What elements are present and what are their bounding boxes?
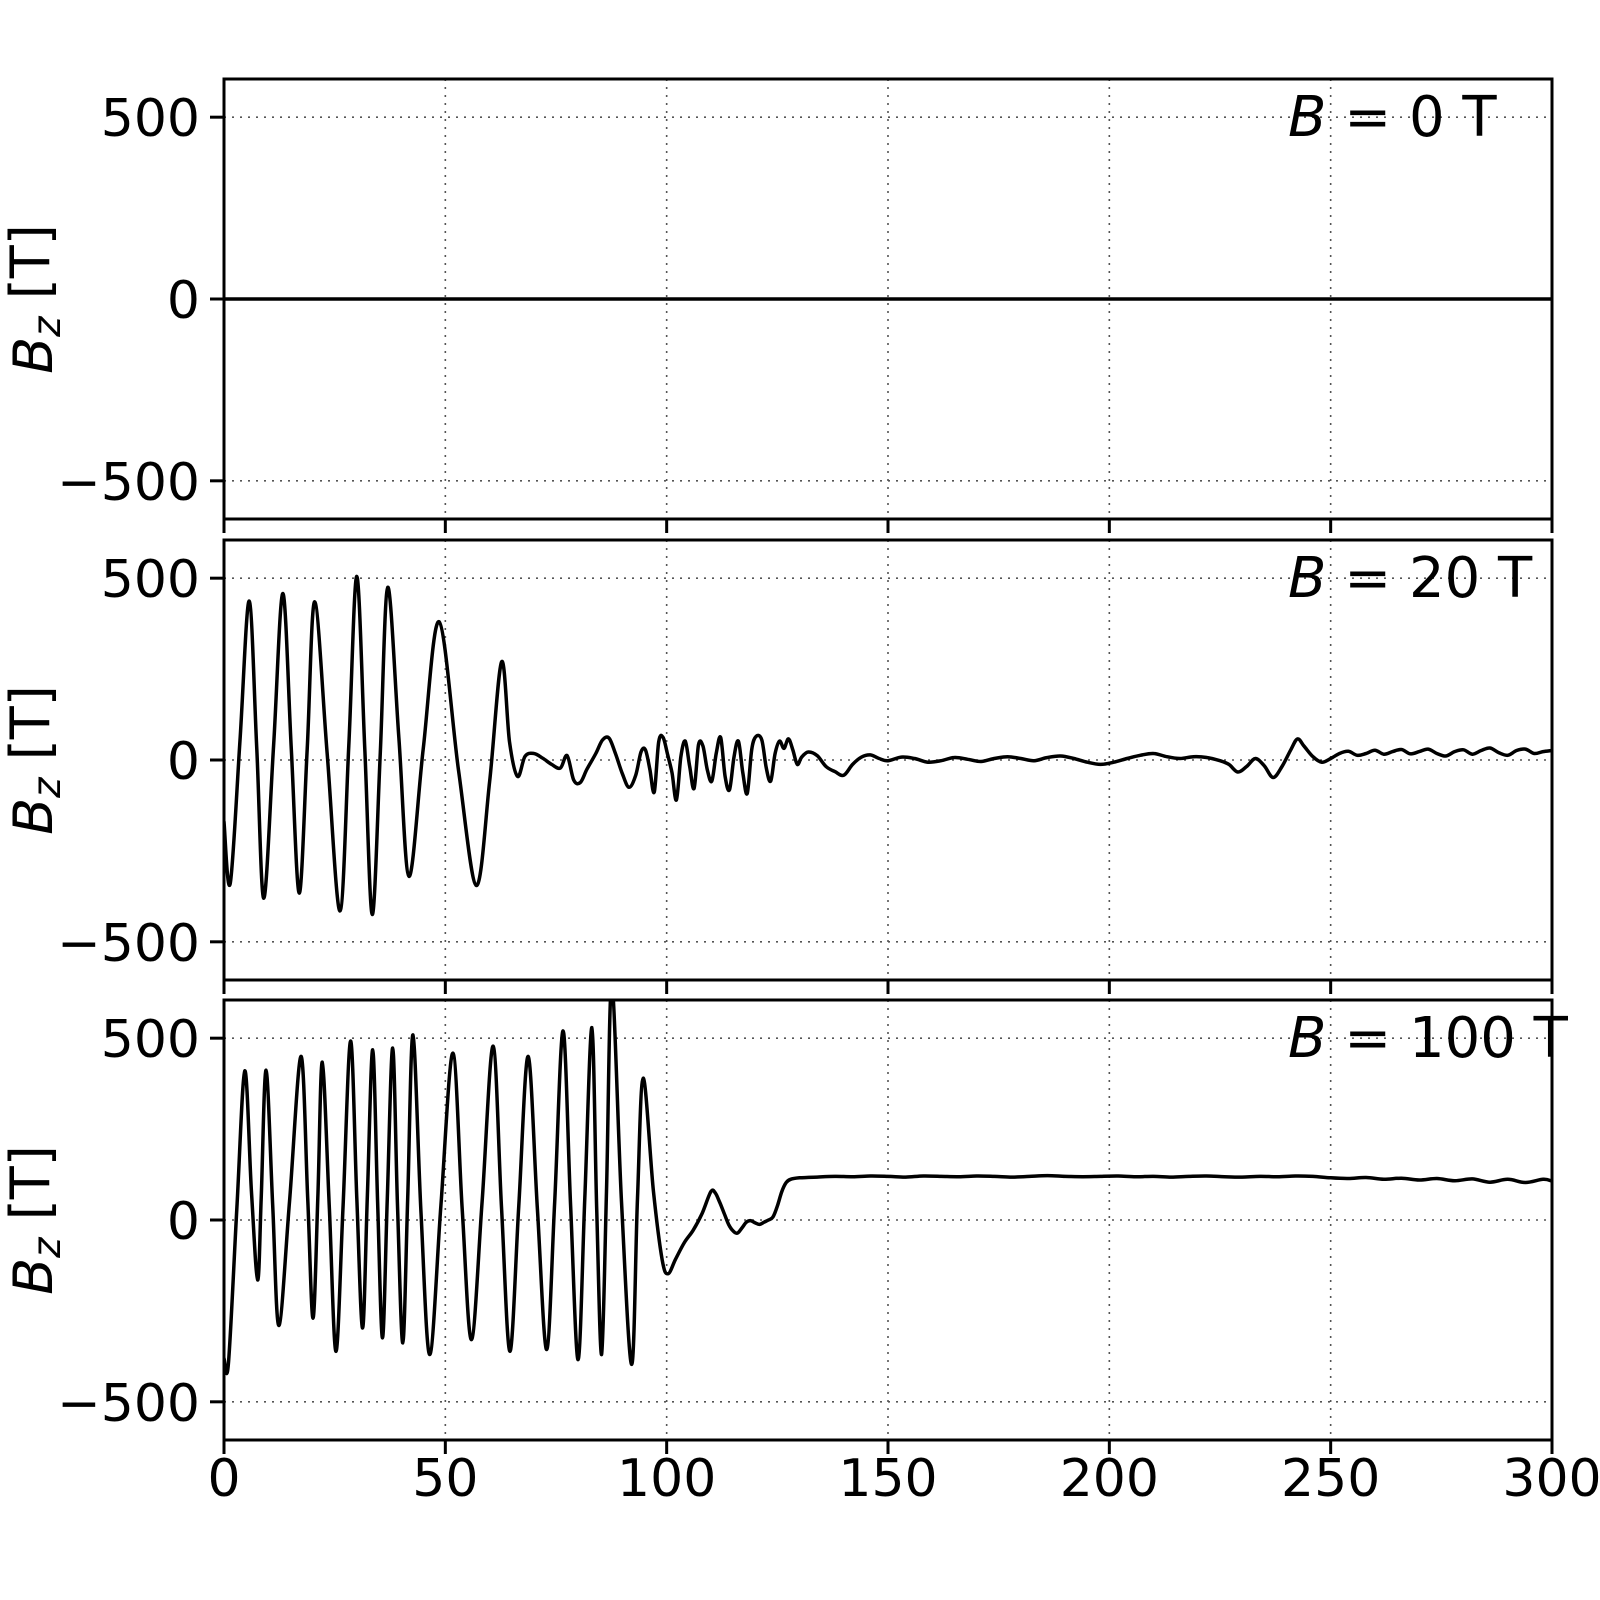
y-tick-label: −500 xyxy=(57,453,200,513)
x-tick-label: 100 xyxy=(617,1449,716,1509)
y-tick-label: 0 xyxy=(167,1192,200,1252)
y-tick-label: 500 xyxy=(101,1010,200,1070)
y-axis-label-symbol: B xyxy=(2,337,65,374)
y-axis-label-unit: [T] xyxy=(0,685,62,777)
y-axis-label-unit: [T] xyxy=(0,224,62,316)
y-axis-label-symbol: B xyxy=(2,798,65,835)
y-tick-label: −500 xyxy=(57,1374,200,1434)
y-tick-label: 500 xyxy=(101,550,200,610)
annotation-b-0t: B = 0 T xyxy=(1288,85,1497,150)
y-axis-label: Bz [T] xyxy=(0,224,70,374)
series-line-b-100t xyxy=(224,1000,1552,1376)
annotation-value: = 0 T xyxy=(1326,85,1497,150)
y-axis-label-subscript: z xyxy=(25,315,70,338)
annotation-value: = 100 T xyxy=(1326,1006,1568,1071)
annotation-symbol: B xyxy=(1288,546,1326,611)
y-tick-label: 500 xyxy=(101,89,200,149)
y-axis-label-unit: [T] xyxy=(0,1145,62,1237)
x-tick-label: 0 xyxy=(207,1449,240,1509)
annotation-value: = 20 T xyxy=(1326,546,1533,611)
y-axis-label-symbol: B xyxy=(2,1258,65,1295)
annotation-symbol: B xyxy=(1288,1006,1326,1071)
y-axis-label-subscript: z xyxy=(25,776,70,799)
annotation-b-20t: B = 20 T xyxy=(1288,546,1533,611)
plot-area xyxy=(224,1000,1552,1376)
annotation-symbol: B xyxy=(1288,85,1326,150)
x-tick-label: 300 xyxy=(1502,1449,1600,1509)
y-axis-label-subscript: z xyxy=(25,1236,70,1259)
y-axis-label: Bz [T] xyxy=(0,1145,70,1295)
y-axis-label: Bz [T] xyxy=(0,685,70,835)
x-tick-label: 200 xyxy=(1060,1449,1159,1509)
x-tick-label: 250 xyxy=(1281,1449,1380,1509)
plot-area xyxy=(224,574,1552,917)
y-tick-label: 0 xyxy=(167,271,200,331)
annotation-b-100t: B = 100 T xyxy=(1288,1006,1569,1071)
x-tick-label: 50 xyxy=(412,1449,478,1509)
series-line-b-20t xyxy=(224,574,1552,917)
x-tick-label: 150 xyxy=(838,1449,937,1509)
y-tick-label: 0 xyxy=(167,732,200,792)
y-tick-label: −500 xyxy=(57,914,200,974)
